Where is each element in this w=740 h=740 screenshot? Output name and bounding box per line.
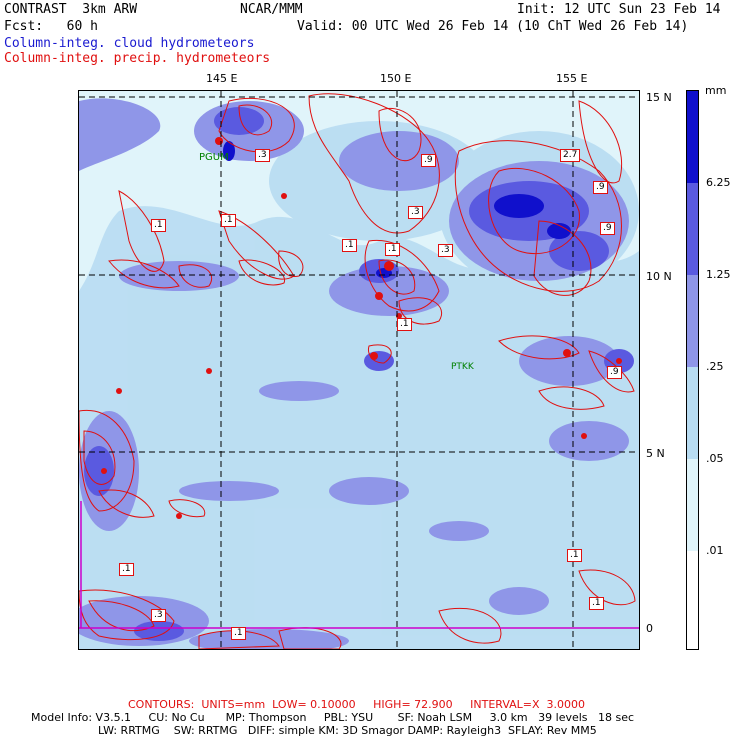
map-panel: PGUM PTKK .3 .9 2.7 .9 .1 .1 .3 .9 .1 .3… bbox=[78, 90, 640, 650]
contour-label: .3 bbox=[408, 206, 423, 219]
contour-label: .9 bbox=[600, 222, 615, 235]
field-precip-label: Column-integ. precip. hydrometeors bbox=[4, 51, 271, 66]
lon-label-150: 150 E bbox=[380, 72, 412, 85]
legend-level: 1.25 bbox=[706, 268, 731, 281]
map-svg bbox=[79, 91, 639, 649]
init-time: Init: 12 UTC Sun 23 Feb 14 bbox=[517, 2, 721, 17]
legend-level: 6.25 bbox=[706, 176, 731, 189]
forecast-hour: Fcst: 60 h bbox=[4, 19, 98, 34]
contour-label: .9 bbox=[607, 366, 622, 379]
lon-label-145: 145 E bbox=[206, 72, 238, 85]
legend-seg-high bbox=[687, 183, 698, 275]
valid-time: Valid: 00 UTC Wed 26 Feb 14 (10 ChT Wed … bbox=[297, 19, 689, 34]
contour-label: .1 bbox=[151, 219, 166, 232]
lat-label-15n: 15 N bbox=[646, 91, 672, 104]
contour-label: 2.7 bbox=[560, 149, 581, 162]
station-pgum: PGUM bbox=[199, 152, 229, 163]
contour-label: .1 bbox=[567, 549, 582, 562]
legend-seg-light bbox=[687, 459, 698, 551]
contour-label: .3 bbox=[255, 149, 270, 162]
contour-label: .1 bbox=[385, 243, 400, 256]
physics-info: LW: RRTMG SW: RRTMG DIFF: simple KM: 3D … bbox=[98, 724, 597, 737]
legend-seg-max bbox=[687, 91, 698, 183]
contour-label: .1 bbox=[119, 563, 134, 576]
model-info: Model Info: V3.5.1 CU: No Cu MP: Thompso… bbox=[31, 711, 635, 724]
contour-label: .1 bbox=[231, 627, 246, 640]
legend-seg-mid bbox=[687, 275, 698, 367]
legend-seg-none bbox=[687, 551, 698, 649]
lat-label-0: 0 bbox=[646, 622, 653, 635]
contour-label: .1 bbox=[397, 318, 412, 331]
center-title: NCAR/MMM bbox=[240, 2, 303, 17]
legend-level: .01 bbox=[706, 544, 724, 557]
legend-unit: mm bbox=[705, 84, 727, 97]
legend-level: .25 bbox=[706, 360, 724, 373]
station-ptkk: PTKK bbox=[451, 362, 474, 372]
precip-contours bbox=[79, 93, 636, 649]
lon-label-155: 155 E bbox=[556, 72, 588, 85]
contour-label: .1 bbox=[589, 597, 604, 610]
cloud-fill-max bbox=[223, 141, 571, 278]
lat-label-10n: 10 N bbox=[646, 270, 672, 283]
contour-label: .1 bbox=[342, 239, 357, 252]
legend-seg-low bbox=[687, 367, 698, 459]
legend-level: .05 bbox=[706, 452, 724, 465]
contour-label: .1 bbox=[221, 214, 236, 227]
field-cloud-label: Column-integ. cloud hydrometeors bbox=[4, 36, 255, 51]
model-title: CONTRAST 3km ARW bbox=[4, 2, 138, 17]
contour-label: .3 bbox=[438, 244, 453, 257]
color-legend bbox=[686, 90, 699, 650]
lat-label-5n: 5 N bbox=[646, 447, 665, 460]
contour-label: .9 bbox=[421, 154, 436, 167]
contour-label: .9 bbox=[593, 181, 608, 194]
equator-line bbox=[79, 501, 639, 629]
contour-info: CONTOURS: UNITS=mm LOW= 0.10000 HIGH= 72… bbox=[128, 698, 586, 711]
contour-label: .3 bbox=[151, 609, 166, 622]
precip-cores bbox=[101, 137, 622, 519]
